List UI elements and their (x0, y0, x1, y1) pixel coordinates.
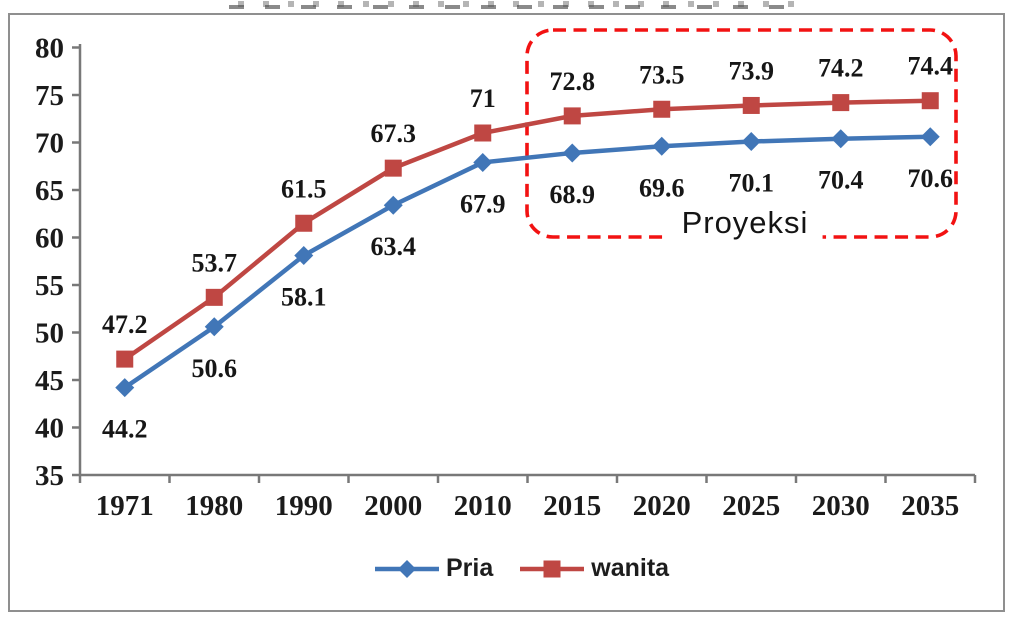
y-tick-label: 65 (35, 175, 64, 207)
marker-square (474, 124, 492, 142)
data-label: 74.2 (818, 54, 864, 83)
y-tick-label: 80 (35, 33, 64, 65)
marker-square (742, 96, 760, 114)
marker-square (921, 92, 939, 110)
pria-line-diamond-icon (375, 559, 439, 578)
marker-diamond (920, 127, 940, 147)
data-label: 73.5 (639, 60, 685, 89)
x-tick-label: 2015 (543, 490, 601, 522)
y-tick-label: 75 (35, 80, 64, 112)
data-label: 44.2 (102, 415, 148, 444)
data-label: 47.2 (102, 310, 148, 339)
data-label: 72.8 (550, 67, 596, 96)
data-label: 67.9 (460, 189, 506, 218)
legend: Pria wanita (374, 554, 669, 583)
marker-diamond (204, 317, 224, 337)
marker-diamond (562, 143, 582, 163)
marker-square (384, 159, 402, 177)
data-label: 70.6 (908, 164, 954, 193)
x-tick-label: 2025 (722, 490, 780, 522)
chart-frame (8, 13, 1005, 612)
data-label: 67.3 (371, 119, 417, 148)
x-tick-label: 2000 (364, 490, 422, 522)
data-label: 71 (470, 84, 496, 113)
y-tick-label: 50 (35, 318, 64, 350)
marker-square (563, 107, 581, 125)
series-line-wanita (123, 98, 931, 361)
projection-box-label: Proyeksi (667, 205, 823, 243)
marker-diamond (741, 132, 761, 152)
data-label: 73.9 (729, 56, 775, 85)
x-tick-label: 2020 (633, 490, 691, 522)
marker-square (832, 94, 850, 112)
marker-diamond (652, 136, 672, 156)
marker-square (116, 350, 134, 368)
data-label: 61.5 (281, 174, 327, 203)
marker-diamond (473, 152, 493, 172)
legend-item-wanita: wanita (519, 554, 669, 583)
marker-square (295, 214, 313, 232)
data-label: 70.1 (729, 169, 775, 198)
data-label: 63.4 (371, 232, 417, 261)
legend-label: wanita (591, 554, 670, 582)
marker-diamond (831, 129, 851, 149)
x-tick-label: 2035 (901, 490, 959, 522)
marker-square (205, 288, 223, 306)
y-tick-label: 45 (35, 365, 64, 397)
data-label: 68.9 (550, 180, 596, 209)
x-tick-label: 1990 (275, 490, 333, 522)
data-label: 70.4 (818, 166, 864, 195)
x-tick-label: 2030 (812, 490, 870, 522)
x-tick-label: 2010 (454, 490, 512, 522)
legend-label: Pria (446, 554, 494, 582)
data-label: 58.1 (281, 283, 327, 312)
marker-diamond (115, 378, 135, 398)
data-label: 50.6 (192, 354, 238, 383)
data-label: 69.6 (639, 173, 685, 202)
y-tick-label: 55 (35, 270, 64, 302)
y-tick-label: 60 (35, 223, 64, 255)
clipped-title-fragment (229, 0, 795, 10)
x-tick-label: 1971 (96, 490, 154, 522)
y-tick-label: 70 (35, 128, 64, 160)
data-label: 53.7 (192, 248, 238, 277)
marker-diamond (383, 195, 403, 215)
x-tick-label: 1980 (185, 490, 243, 522)
data-label: 74.4 (908, 52, 954, 81)
marker-diamond (294, 246, 314, 266)
series-line-pria (123, 134, 931, 390)
legend-item-pria: Pria (374, 554, 493, 583)
y-tick-label: 40 (35, 413, 64, 445)
y-tick-label: 35 (35, 460, 64, 492)
marker-square (653, 100, 671, 118)
wanita-line-square-icon (520, 560, 585, 577)
